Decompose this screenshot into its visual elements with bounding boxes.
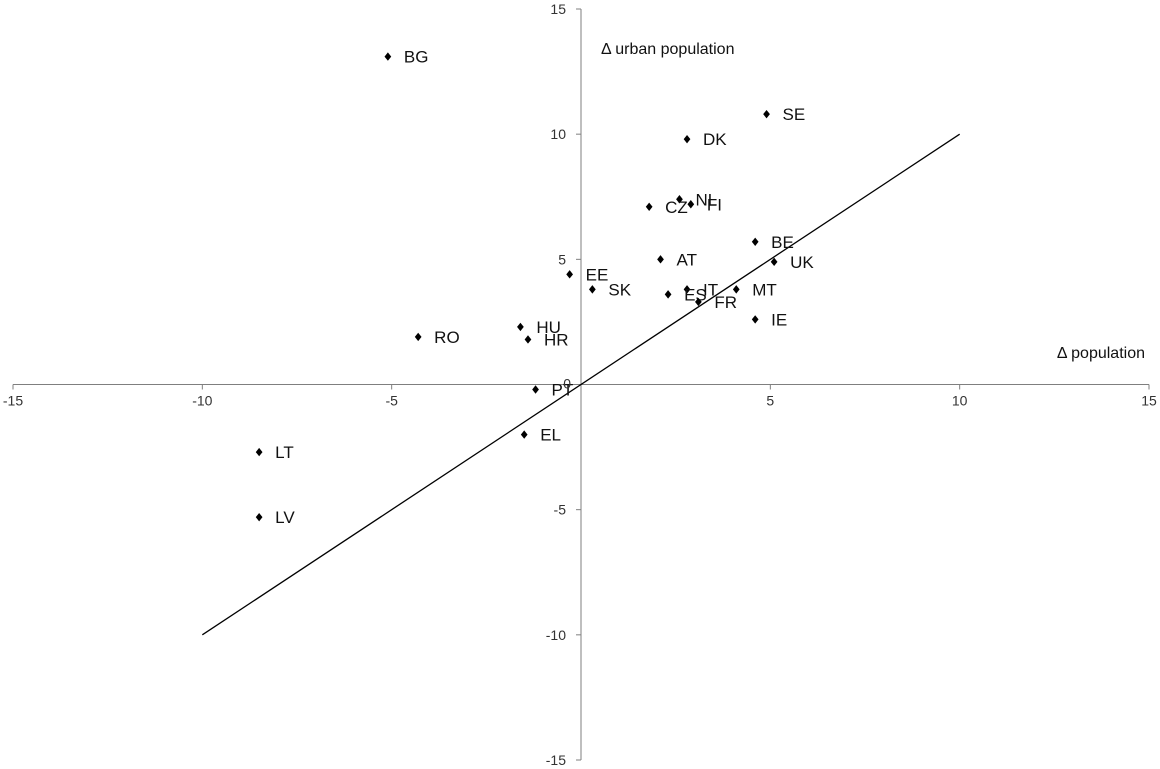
data-point-ie — [751, 315, 759, 324]
point-label-uk: UK — [790, 253, 814, 272]
y-tick-label: -5 — [554, 502, 567, 518]
point-label-es: ES — [684, 285, 707, 304]
data-point-be — [751, 237, 759, 247]
point-label-ee: EE — [586, 265, 609, 284]
point-label-mt: MT — [752, 280, 777, 299]
data-point-fr — [695, 297, 702, 307]
data-point-mt — [732, 285, 740, 294]
x-tick-label: 5 — [766, 393, 774, 409]
data-point-cz — [645, 202, 653, 211]
point-label-el: EL — [540, 426, 561, 445]
y-axis-title: Δ urban population — [601, 41, 734, 58]
point-label-cz: CZ — [665, 198, 688, 217]
point-label-se: SE — [783, 105, 806, 124]
data-point-el — [520, 430, 528, 439]
data-point-at — [657, 255, 664, 264]
x-tick-label: 15 — [1141, 393, 1157, 409]
y-tick-label: 5 — [558, 251, 566, 267]
data-point-dk — [683, 134, 691, 144]
point-label-bg: BG — [404, 48, 429, 67]
x-tick-label: -15 — [3, 393, 23, 409]
data-point-pt — [532, 385, 539, 394]
data-point-lv — [255, 512, 263, 522]
reference-line — [201, 133, 961, 636]
point-label-lt: LT — [275, 443, 294, 462]
point-label-hr: HR — [544, 330, 569, 349]
point-label-it: IT — [703, 280, 718, 299]
point-label-be: BE — [771, 233, 794, 252]
y-tick-label: 15 — [550, 1, 566, 17]
y-tick-label: -10 — [546, 627, 566, 643]
y-ticks: -15 -10 -5 5 10 15 — [546, 1, 581, 768]
point-label-fi: FI — [707, 195, 722, 214]
origin-tick-label: 0 — [563, 376, 571, 392]
data-point-it — [683, 285, 691, 294]
data-point-uk — [770, 257, 778, 267]
data-point-lt — [255, 447, 263, 457]
point-label-fr: FR — [714, 293, 737, 312]
data-point-sk — [589, 285, 596, 294]
x-tick-label: -10 — [192, 393, 212, 409]
point-label-sk: SK — [608, 280, 631, 299]
data-point-es — [664, 290, 672, 299]
point-label-dk: DK — [703, 130, 727, 149]
point-label-ie: IE — [771, 310, 787, 329]
data-point-ro — [414, 332, 422, 342]
data-point-hu — [517, 322, 524, 332]
y-tick-label: -15 — [546, 752, 566, 768]
y-tick-label: 10 — [550, 126, 566, 142]
x-axis-title: Δ population — [1057, 345, 1145, 362]
data-point-se — [763, 109, 770, 119]
point-label-at: AT — [677, 250, 697, 269]
point-label-pt: PT — [552, 381, 574, 400]
x-tick-label: -5 — [385, 393, 398, 409]
point-label-hu: HU — [536, 318, 561, 337]
data-point-bg — [384, 52, 392, 61]
point-label-nl: NL — [695, 190, 717, 209]
data-point-hr — [524, 335, 532, 344]
point-label-ro: RO — [434, 328, 460, 347]
point-label-lv: LV — [275, 508, 295, 527]
data-point-nl — [676, 195, 683, 204]
data-point-ee — [566, 270, 573, 279]
x-ticks: -15 -10 -5 5 10 15 — [3, 384, 1157, 409]
data-point-fi — [687, 200, 695, 209]
x-tick-label: 10 — [952, 393, 968, 409]
